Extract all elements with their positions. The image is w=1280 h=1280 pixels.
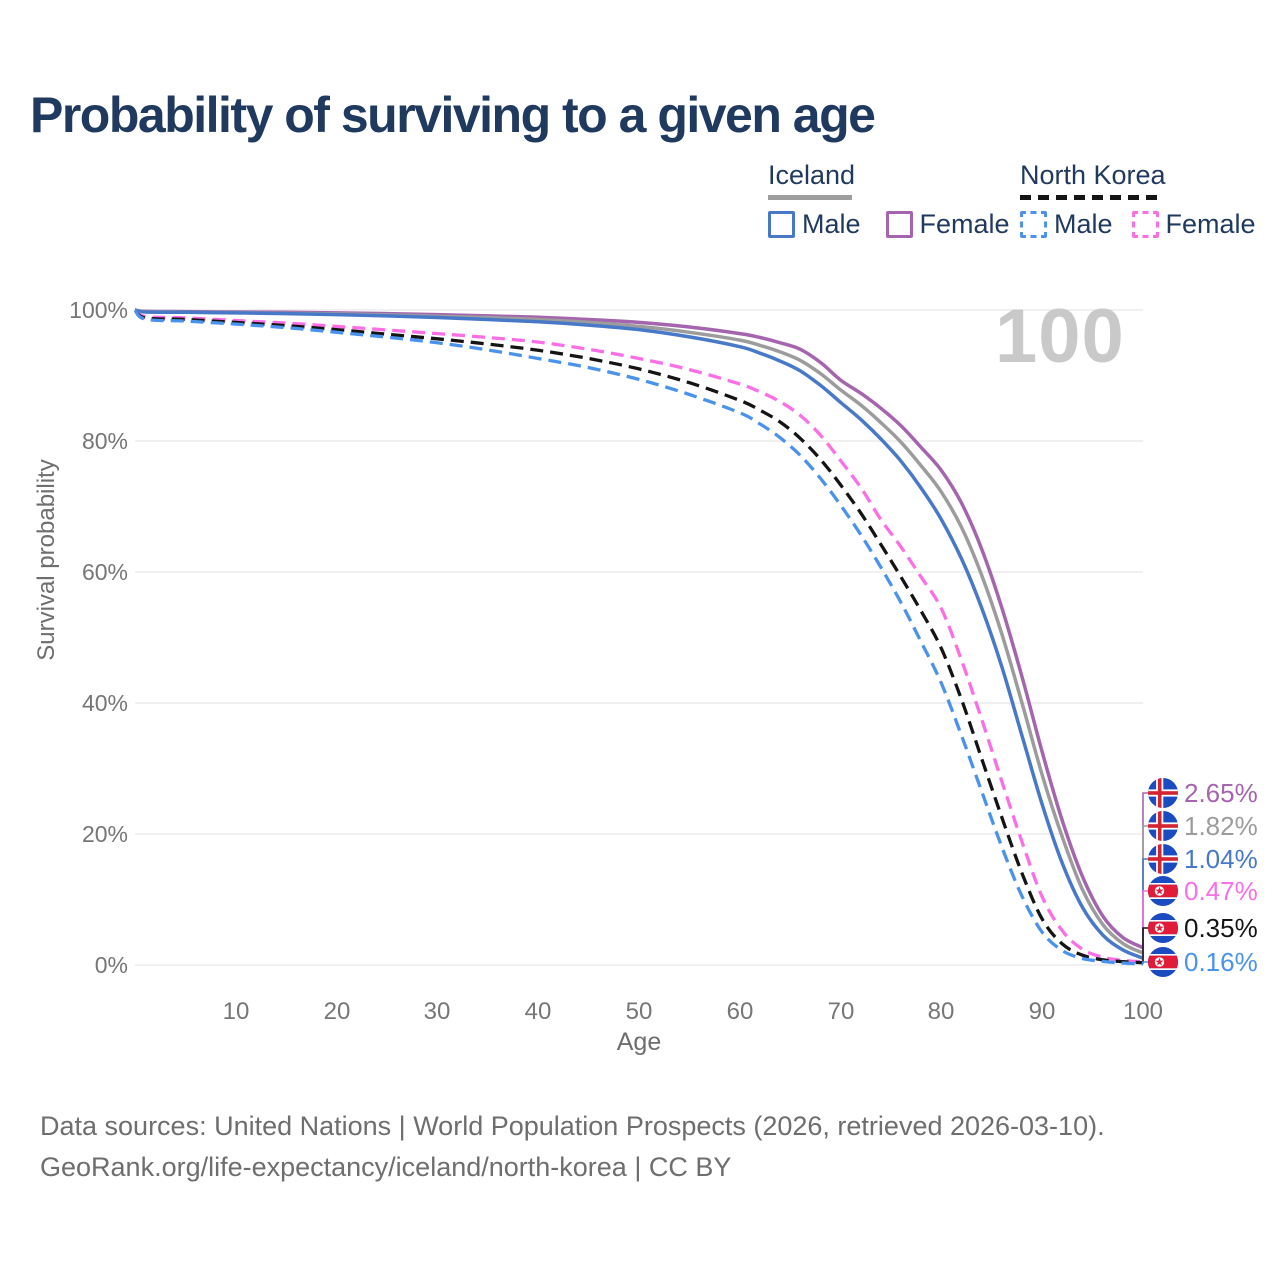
end-label-north-korea-female: 0.47% — [1148, 874, 1258, 908]
end-value: 0.16% — [1184, 946, 1258, 977]
x-tick: 80 — [927, 998, 955, 1025]
connector-nk-male — [1142, 961, 1150, 964]
source-line-2: GeoRank.org/life-expectancy/iceland/nort… — [40, 1152, 732, 1182]
end-value: 2.65% — [1184, 777, 1258, 808]
end-value: 1.04% — [1184, 843, 1258, 874]
legend-item-label: Female — [919, 209, 1010, 239]
y-tick: 40% — [81, 690, 128, 716]
iceland-female-checkbox[interactable] — [885, 211, 913, 238]
iceland-flag-icon — [1148, 844, 1178, 874]
legend-group-iceland: Iceland Male Female — [768, 160, 1010, 240]
x-tick: 90 — [1028, 998, 1056, 1025]
legend-group-north-korea: North Korea Male Female — [1020, 160, 1256, 240]
y-tick: 60% — [81, 559, 128, 585]
north-korea-flag-icon — [1148, 913, 1178, 943]
page-title: Probability of surviving to a given age — [30, 87, 876, 143]
legend-item-iceland-female[interactable]: Female — [885, 209, 1010, 240]
age-watermark: 100 — [995, 294, 1125, 379]
north-korea-female-checkbox[interactable] — [1131, 211, 1159, 238]
connector-nk-both — [1142, 927, 1150, 963]
legend-item-north-korea-male[interactable]: Male — [1020, 209, 1113, 240]
iceland-flag-icon — [1148, 778, 1178, 808]
source-line-1: Data sources: United Nations | World Pop… — [40, 1111, 1105, 1141]
legend-country-iceland-label: Iceland — [768, 160, 856, 190]
y-tick: 0% — [94, 952, 128, 978]
iceland-male-checkbox[interactable] — [768, 211, 795, 238]
end-value: 0.35% — [1184, 912, 1258, 943]
y-axis-title: Survival probability — [33, 459, 60, 661]
end-label-iceland-female: 2.65% — [1148, 776, 1258, 810]
line-nk-both — [133, 308, 1144, 965]
line-iceland-male — [134, 308, 1144, 960]
legend-country-iceland[interactable]: Iceland — [768, 160, 1010, 200]
y-tick: 20% — [81, 821, 128, 847]
north-korea-line-style-swatch — [1020, 195, 1163, 200]
line-nk-male — [133, 308, 1144, 966]
x-tick: 30 — [423, 998, 451, 1025]
x-tick: 40 — [524, 998, 552, 1025]
legend-item-iceland-male[interactable]: Male — [768, 209, 861, 240]
data-source: Data sources: United Nations | World Pop… — [40, 1106, 1105, 1188]
x-tick: 100 — [1122, 998, 1164, 1025]
x-axis-title: Age — [616, 1028, 662, 1056]
legend-item-label: Male — [802, 209, 861, 239]
legend-country-north-korea[interactable]: North Korea — [1020, 160, 1256, 200]
end-label-north-korea-male: 0.16% — [1148, 945, 1258, 979]
legend-country-north-korea-label: North Korea — [1020, 160, 1166, 190]
line-nk-female — [133, 308, 1144, 964]
north-korea-flag-icon — [1148, 947, 1178, 977]
y-tick: 80% — [81, 428, 128, 454]
x-tick: 50 — [625, 998, 653, 1025]
iceland-line-style-swatch — [768, 195, 852, 200]
end-value: 0.47% — [1184, 875, 1258, 906]
north-korea-flag-icon — [1148, 876, 1178, 906]
y-tick: 100% — [69, 297, 128, 323]
x-tick: 70 — [827, 998, 855, 1025]
north-korea-male-checkbox[interactable] — [1020, 211, 1047, 238]
legend-item-north-korea-female[interactable]: Female — [1131, 209, 1256, 240]
line-iceland-female — [134, 308, 1144, 950]
end-value: 1.82% — [1184, 810, 1258, 841]
iceland-flag-icon — [1148, 811, 1178, 841]
x-tick: 10 — [222, 998, 250, 1025]
legend-item-label: Female — [1165, 209, 1256, 239]
legend-item-label: Male — [1054, 209, 1113, 239]
x-tick: 60 — [726, 998, 754, 1025]
x-tick: 20 — [323, 998, 351, 1025]
end-label-iceland-both: 1.82% — [1148, 809, 1258, 843]
end-label-iceland-male: 1.04% — [1148, 842, 1258, 876]
end-label-north-korea-both: 0.35% — [1148, 911, 1258, 945]
